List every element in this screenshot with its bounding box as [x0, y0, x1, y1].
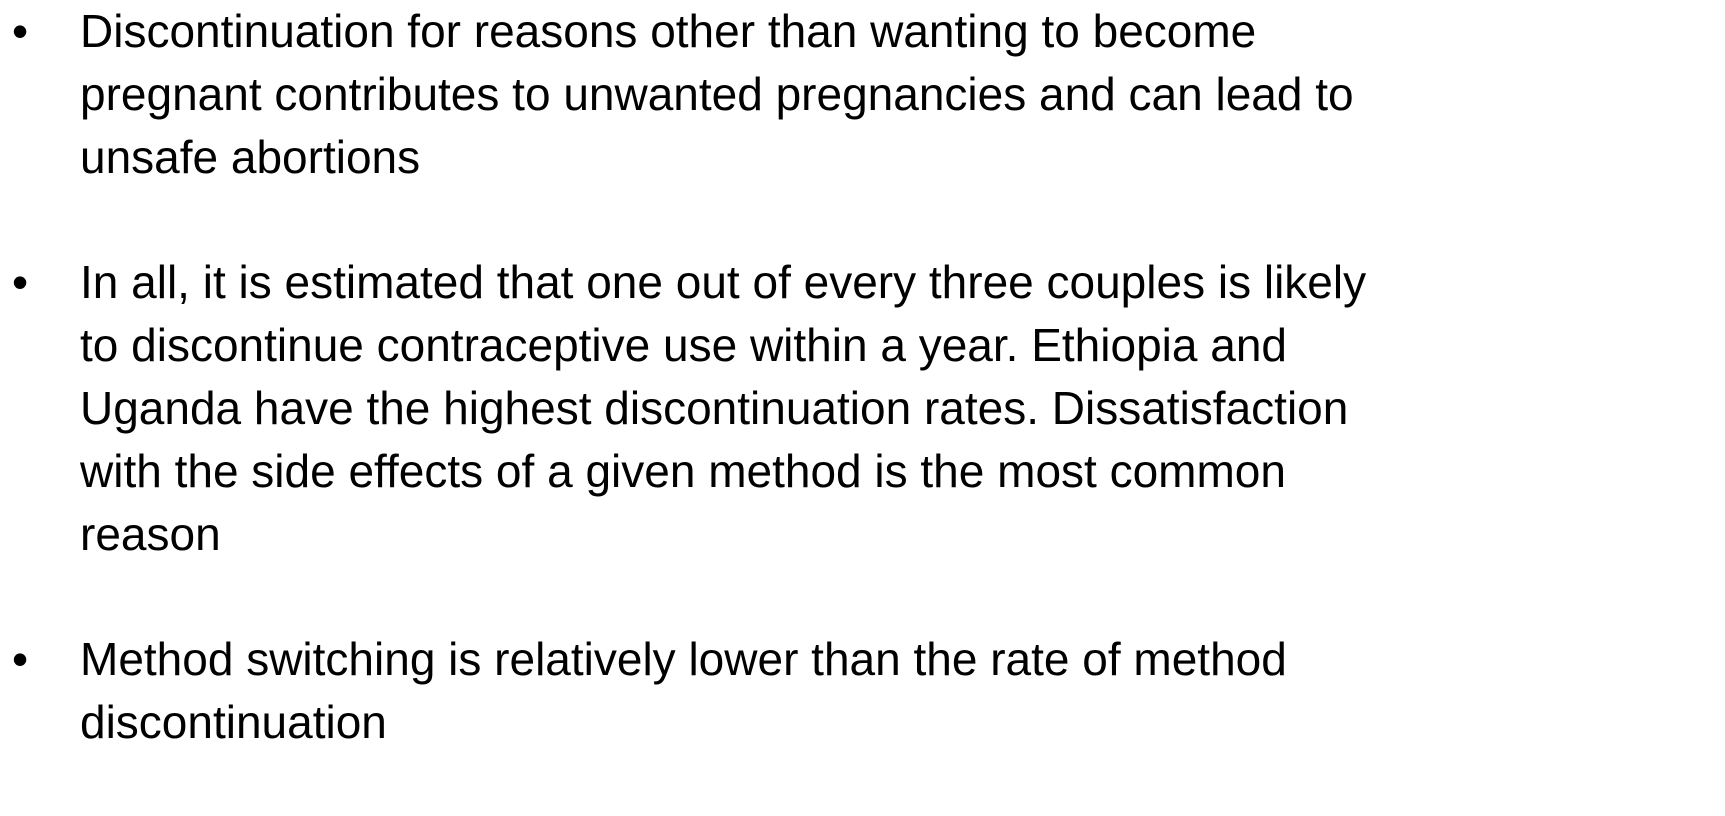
text-line: discontinuation	[80, 696, 387, 748]
bullet-dot: •	[12, 5, 29, 57]
bullet-item: • Method switching is relatively lower th…	[0, 628, 1725, 754]
bullet-item: • In all, it is estimated that one out of…	[0, 251, 1725, 566]
text-line: with the side effects of a given method …	[80, 445, 1286, 497]
text-line: Discontinuation for reasons other than w…	[80, 5, 1257, 57]
text-line: pregnant contributes to unwanted pregnan…	[80, 68, 1354, 120]
text-line: unsafe abortions	[80, 131, 421, 183]
bullet-item: • Discontinuation for reasons other than …	[0, 0, 1725, 189]
text-line: Method switching is relatively lower tha…	[80, 633, 1287, 685]
text-line: reason	[80, 508, 221, 560]
bullet-dot: •	[12, 256, 29, 308]
text-line: In all, it is estimated that one out of …	[80, 256, 1367, 308]
text-line: Uganda have the highest discontinuation …	[80, 382, 1349, 434]
text-line: to discontinue contraceptive use within …	[80, 319, 1287, 371]
bullet-dot: •	[12, 633, 29, 685]
